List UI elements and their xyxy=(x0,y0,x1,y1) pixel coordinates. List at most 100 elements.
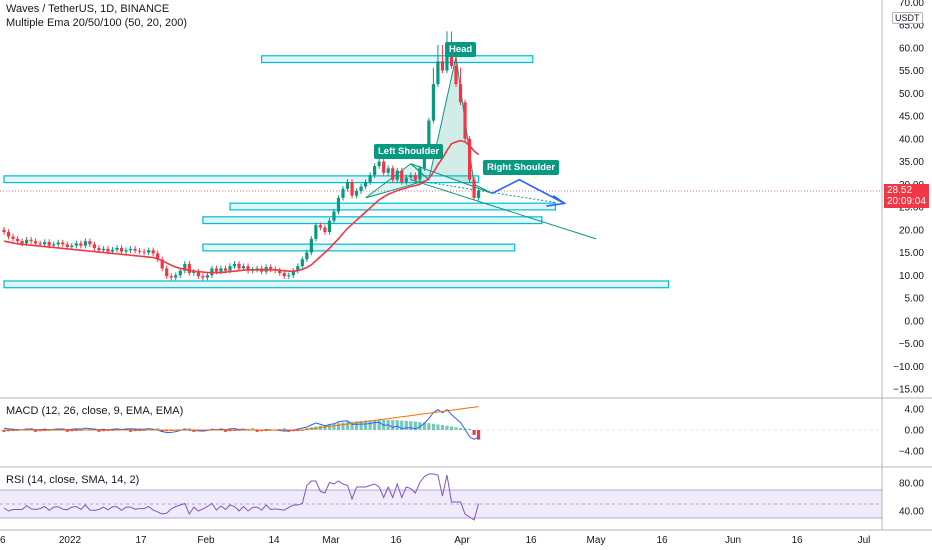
candle-body xyxy=(79,243,83,246)
price-tick-label: 50.00 xyxy=(899,89,924,100)
x-axis-label: 16 xyxy=(390,535,402,546)
macd-histogram-bar xyxy=(354,421,359,430)
price-tick-label: 20.00 xyxy=(899,225,924,236)
macd-histogram-bar xyxy=(409,421,413,430)
macd-histogram-bar xyxy=(472,430,476,435)
candle-body xyxy=(56,242,60,245)
candle-body xyxy=(101,248,106,251)
candle-body xyxy=(472,179,476,198)
currency-label[interactable]: USDT xyxy=(892,12,923,24)
candle-body xyxy=(201,276,205,278)
macd-histogram-bar xyxy=(359,420,363,430)
price-tick-label: 15.00 xyxy=(899,248,924,259)
candle-body xyxy=(400,170,404,182)
macd-histogram-bar xyxy=(422,422,426,430)
price-tick-label: 40.00 xyxy=(899,134,924,145)
candle-body xyxy=(214,268,219,272)
x-axis-label: 14 xyxy=(268,535,280,546)
candle-body xyxy=(332,211,336,221)
candle-body xyxy=(436,61,440,85)
macd-histogram-bar xyxy=(467,428,472,430)
candle-body xyxy=(34,241,38,244)
macd-histogram-bar xyxy=(364,420,368,430)
candle-body xyxy=(128,248,133,251)
candle-body xyxy=(61,242,65,245)
x-axis-label: Feb xyxy=(197,535,215,546)
macd-histogram-bar xyxy=(282,428,286,430)
candle-body xyxy=(323,227,327,233)
candle-body xyxy=(92,244,96,248)
macd-histogram-bar xyxy=(368,420,372,430)
macd-histogram-bar xyxy=(128,430,133,432)
macd-histogram-bar xyxy=(246,428,250,430)
x-axis-label: Apr xyxy=(454,535,470,546)
candle-body xyxy=(119,247,124,252)
macd-histogram-bar xyxy=(427,423,431,430)
candle-body xyxy=(354,191,359,196)
last-price-label: 28.52 20:09:04 xyxy=(884,184,929,208)
candle-body xyxy=(305,252,309,260)
macd-histogram-bar xyxy=(34,430,38,432)
candle-body xyxy=(88,241,92,245)
price-tick-label: 0.00 xyxy=(905,316,925,327)
candle-body xyxy=(237,263,241,269)
candle-body xyxy=(74,243,78,246)
candle-body xyxy=(38,243,42,245)
candle-body xyxy=(165,268,169,277)
candle-body xyxy=(318,225,322,228)
rsi-title: RSI (14, close, SMA, 14, 2) xyxy=(6,474,140,486)
annotation-right-shoulder: Right Shoulder xyxy=(483,160,560,175)
candle-body xyxy=(246,266,250,271)
x-axis-label: Jun xyxy=(725,535,741,546)
candle-body xyxy=(373,166,377,176)
price-tick-label: −10.00 xyxy=(893,362,924,373)
support-resistance-zone xyxy=(3,280,670,289)
price-tick-label: −15.00 xyxy=(893,385,924,396)
macd-histogram-bar xyxy=(418,422,422,430)
candle-body xyxy=(409,175,413,178)
candle-body xyxy=(368,175,372,182)
candle-body xyxy=(156,253,160,260)
candle-body xyxy=(70,245,74,248)
candle-body xyxy=(205,275,209,278)
candle-body xyxy=(463,102,467,139)
macd-histogram-bar xyxy=(377,420,381,430)
candle-body xyxy=(454,65,458,85)
candle-body xyxy=(43,242,47,245)
candle-body xyxy=(183,263,187,271)
candle-body xyxy=(110,249,115,252)
candle-body xyxy=(300,259,304,267)
candle-body xyxy=(106,248,110,252)
projection-arrowhead xyxy=(546,194,567,207)
macd-histogram-bar xyxy=(101,430,106,432)
candle-body xyxy=(65,244,69,248)
candle-body xyxy=(11,236,15,239)
macd-histogram-bar xyxy=(336,423,341,430)
candle-body xyxy=(174,275,178,278)
price-tick-label: 55.00 xyxy=(899,66,924,77)
candle-body xyxy=(6,232,11,237)
macd-histogram-bar xyxy=(345,422,350,430)
rsi-tick-label: 80.00 xyxy=(899,479,924,490)
macd-histogram-bar xyxy=(192,430,196,432)
candle-body xyxy=(458,84,463,103)
macd-histogram-bar xyxy=(187,428,191,430)
price-tick-label: 65.00 xyxy=(899,21,924,32)
candle-body xyxy=(345,181,350,189)
x-axis-label: Jul xyxy=(858,535,871,546)
macd-histogram-bar xyxy=(323,425,327,430)
candle-body xyxy=(187,263,191,273)
macd-tick-label: −4.00 xyxy=(899,447,925,458)
macd-histogram-bar xyxy=(449,426,454,430)
macd-histogram-bar xyxy=(431,423,435,430)
macd-histogram-bar xyxy=(291,430,295,432)
macd-histogram-bar xyxy=(454,427,458,430)
candle-body xyxy=(228,266,232,271)
candle-body xyxy=(196,271,200,277)
x-axis-label: 16 xyxy=(791,535,803,546)
macd-histogram-bar xyxy=(70,430,74,432)
bar-countdown: 20:09:04 xyxy=(887,196,926,207)
rsi-tick-label: 40.00 xyxy=(899,507,924,518)
